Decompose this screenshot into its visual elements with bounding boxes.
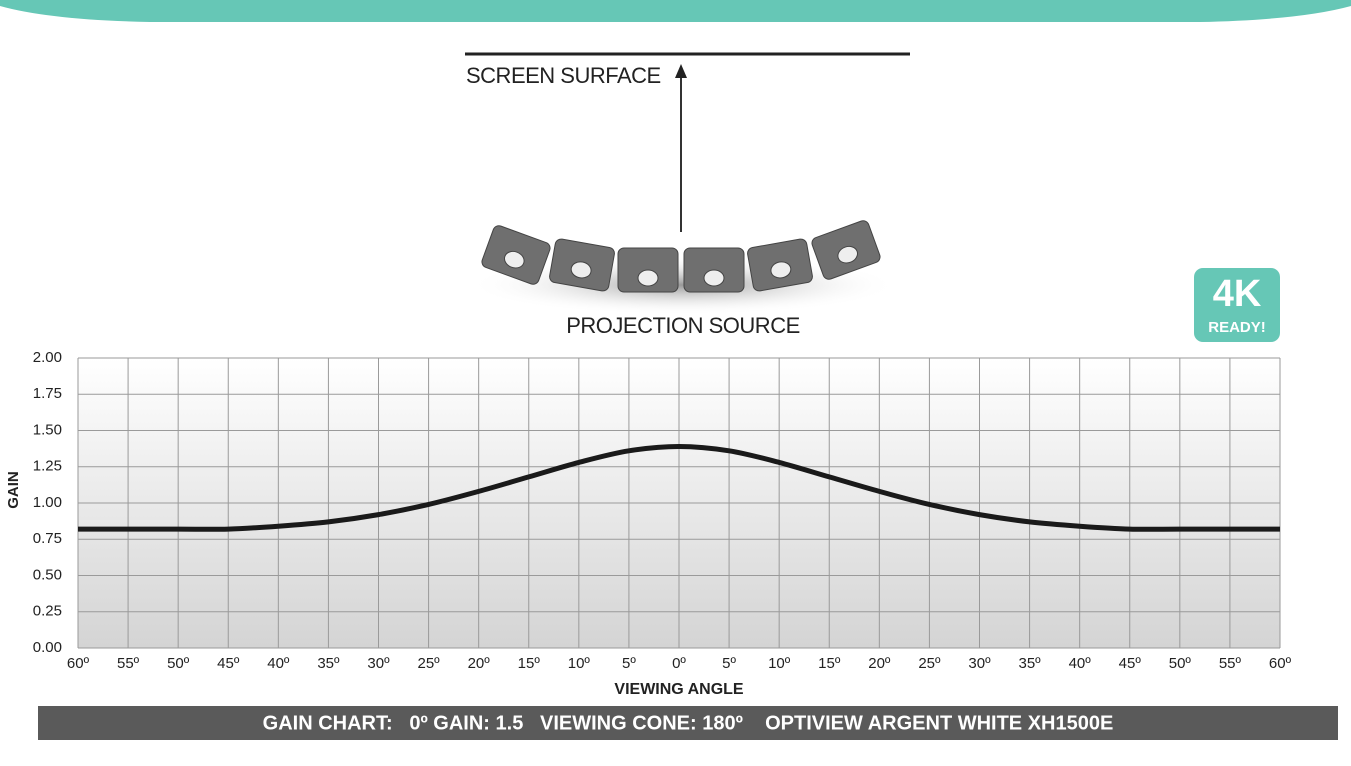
gain-line [77,443,1280,532]
x-tick-label: 45º [217,655,240,672]
x-tick-label: 0º [672,655,686,672]
y-tick-label: 0.00 [33,639,62,656]
x-tick-label: 15º [518,655,541,672]
badge-small: READY! [1208,319,1266,336]
y-tick-label: 1.75 [33,385,62,402]
x-tick-label: 5º [622,655,636,672]
x-tick-label: 20º [468,655,491,672]
y-tick-label: 2.00 [33,349,62,366]
y-tick-label: 1.00 [33,494,62,511]
x-tick-label: 45º [1119,655,1142,672]
x-tick-label: 50º [1169,655,1192,672]
y-tick-label: 1.25 [33,458,62,475]
x-tick-label: 50º [167,655,190,672]
footer-text: GAIN CHART: 0º GAIN: 1.5 VIEWING CONE: 1… [263,712,1114,734]
x-tick-label: 15º [818,655,841,672]
x-axis-label: VIEWING ANGLE [614,681,744,698]
source-label: PROJECTION SOURCE [566,313,800,338]
x-tick-label: 10º [768,655,791,672]
badge-big: 4K [1213,273,1262,315]
x-tick-label: 20º [868,655,891,672]
y-tick-label: 0.75 [33,530,62,547]
x-tick-label: 25º [918,655,941,672]
projectors [481,220,881,293]
x-tick-label: 55º [117,655,140,672]
y-tick-label: 0.25 [33,603,62,620]
badge [1194,268,1280,342]
x-tick-label: 10º [568,655,591,672]
x-tick-label: 60º [67,655,90,672]
x-tick-label: 25º [417,655,440,672]
footer-bar [38,706,1338,740]
x-tick-label: 40º [267,655,290,672]
x-tick-label: 60º [1269,655,1292,672]
top-band [0,0,1351,22]
y-tick-label: 0.50 [33,566,62,583]
x-tick-label: 35º [317,655,340,672]
x-tick-label: 5º [722,655,736,672]
y-tick-label: 1.50 [33,421,62,438]
y-axis-label: GAIN [5,471,22,509]
x-tick-label: 30º [367,655,390,672]
x-tick-label: 40º [1069,655,1092,672]
x-tick-label: 35º [1018,655,1041,672]
x-tick-label: 55º [1219,655,1242,672]
x-tick-label: 30º [968,655,991,672]
arrow-head [675,64,687,78]
screen-label: SCREEN SURFACE [466,63,661,88]
